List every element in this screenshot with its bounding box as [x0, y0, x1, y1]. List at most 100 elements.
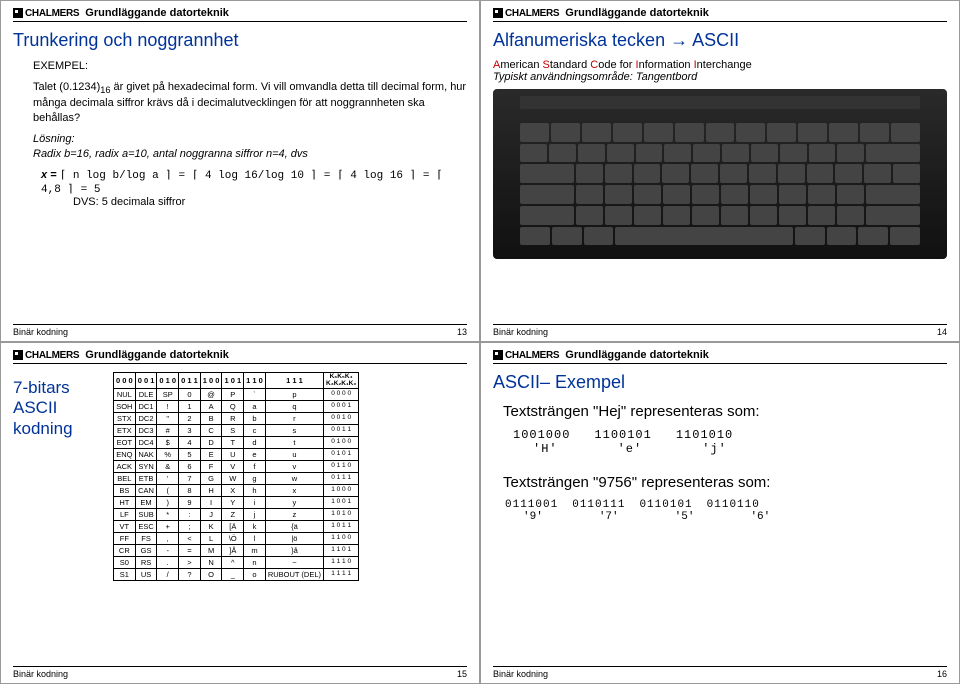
ascii-col-header: 1 1 0: [244, 373, 266, 389]
losning-label: Lösning: Radix b=16, radix a=10, antal n…: [33, 132, 467, 162]
ascii-cell: CAN: [135, 485, 157, 497]
ascii-cell: R: [222, 413, 244, 425]
slide-footer: Binär kodning 13: [13, 324, 467, 337]
ascii-cell: >: [179, 557, 201, 569]
slide-header: CHALMERS Grundläggande datorteknik: [13, 7, 467, 22]
ascii-cell: V: [222, 461, 244, 473]
ascii-cell: 1: [179, 401, 201, 413]
ascii-cell: 0 0 0 1: [324, 401, 359, 413]
ascii-cell: q: [265, 401, 323, 413]
ascii-cell: ;: [179, 521, 201, 533]
table-row: SOHDC1!1AQaq0 0 0 1: [114, 401, 359, 413]
ascii-cell: RS: [135, 557, 157, 569]
formula: x = ⌈ n log b/log a ⌉ = ⌈ 4 log 16/log 1…: [41, 168, 467, 196]
ascii-cell: X: [222, 485, 244, 497]
table-row: NULDLESP0@P`p0 0 0 0: [114, 389, 359, 401]
ascii-expansion: American Standard Code for Information I…: [493, 59, 947, 71]
ascii-cell: D: [200, 437, 222, 449]
ascii-cell: BS: [114, 485, 136, 497]
ascii-cell: S: [222, 425, 244, 437]
ascii-col-header: 0 0 1: [135, 373, 157, 389]
exempel-text: Talet (0.1234)16 är givet på hexadecimal…: [33, 80, 467, 126]
ascii-col-header: 0 1 0: [157, 373, 179, 389]
ascii-cell: h: [244, 485, 266, 497]
ascii-cell: S0: [114, 557, 136, 569]
ascii-cell: US: [135, 569, 157, 581]
ascii-cell: 0 1 1 1: [324, 473, 359, 485]
ascii-cell: ~: [265, 557, 323, 569]
ascii-cell: M: [200, 545, 222, 557]
table-row: CRGS-=M]Åm}å1 1 0 1: [114, 545, 359, 557]
page-num: 16: [937, 669, 947, 679]
ascii-cell: c: [244, 425, 266, 437]
table-row: EOTDC4$4DTdt0 1 0 0: [114, 437, 359, 449]
ascii-cell: <: [179, 533, 201, 545]
ascii-cell: P: [222, 389, 244, 401]
ascii-cell: ETB: [135, 473, 157, 485]
header-subtitle: Grundläggande datorteknik: [85, 7, 229, 19]
slide-header: CHALMERS Grundläggande datorteknik: [493, 7, 947, 22]
page-num: 14: [937, 327, 947, 337]
ascii-cell: f: [244, 461, 266, 473]
logo-icon: [493, 8, 503, 18]
ascii-cell: +: [157, 521, 179, 533]
header-subtitle: Grundläggande datorteknik: [565, 7, 709, 19]
ascii-cell: |ö: [265, 533, 323, 545]
ascii-cell: %: [157, 449, 179, 461]
slide-title: 7-bitars ASCII kodning: [13, 378, 103, 573]
table-row: HTEM)9IYiy1 0 0 1: [114, 497, 359, 509]
ascii-cell: BEL: [114, 473, 136, 485]
ascii-cell: `: [244, 389, 266, 401]
num-bits: 0111001 0110111 0110101 0110110: [505, 499, 947, 511]
ascii-cell: {ä: [265, 521, 323, 533]
ascii-cell: !: [157, 401, 179, 413]
logo: CHALMERS: [493, 8, 559, 19]
table-row: ETXDC3#3CScs0 0 1 1: [114, 425, 359, 437]
ascii-cell: T: [222, 437, 244, 449]
ascii-cell: SYN: [135, 461, 157, 473]
ascii-cell: N: [200, 557, 222, 569]
table-row: BSCAN(8HXhx1 0 0 0: [114, 485, 359, 497]
usage-line: Typiskt användningsområde: Tangentbord: [493, 71, 947, 83]
ascii-cell: I: [200, 497, 222, 509]
ascii-cell: n: [244, 557, 266, 569]
ascii-cell: DC3: [135, 425, 157, 437]
table-row: S0RS.>N^n~1 1 1 0: [114, 557, 359, 569]
ascii-cell: 1 0 1 0: [324, 509, 359, 521]
ascii-cell: C: [200, 425, 222, 437]
ascii-cell: r: [265, 413, 323, 425]
ascii-cell: o: [244, 569, 266, 581]
ascii-cell: j: [244, 509, 266, 521]
slide-footer: Binär kodning 14: [493, 324, 947, 337]
slide-body: EXEMPEL: Talet (0.1234)16 är givet på he…: [33, 59, 467, 162]
ascii-cell: y: [265, 497, 323, 509]
table-row: FFFS,<L\Öl|ö1 1 0 0: [114, 533, 359, 545]
ascii-cell: s: [265, 425, 323, 437]
ascii-cell: S1: [114, 569, 136, 581]
table-row: S1US/?O_oRUBOUT (DEL)1 1 1 1: [114, 569, 359, 581]
slide-title: ASCII– Exempel: [493, 372, 947, 393]
table-row: STXDC2"2BRbr0 0 1 0: [114, 413, 359, 425]
ascii-cell: O: [200, 569, 222, 581]
ascii-cell: l: [244, 533, 266, 545]
slide-1: CHALMERS Grundläggande datorteknik Trunk…: [0, 0, 480, 342]
ascii-cell: F: [200, 461, 222, 473]
ascii-cell: 1 0 0 0: [324, 485, 359, 497]
ascii-cell: m: [244, 545, 266, 557]
ascii-cell: EOT: [114, 437, 136, 449]
logo-icon: [493, 350, 503, 360]
ascii-cell: ^: [222, 557, 244, 569]
ascii-bits-header: K₆K₅K₄K₃K₂K₁K₀: [324, 373, 359, 389]
slide-2: CHALMERS Grundläggande datorteknik Alfan…: [480, 0, 960, 342]
ascii-cell: 0 0 0 0: [324, 389, 359, 401]
ascii-cell: &: [157, 461, 179, 473]
ascii-cell: a: [244, 401, 266, 413]
ascii-cell: ESC: [135, 521, 157, 533]
ascii-cell: SUB: [135, 509, 157, 521]
ascii-cell: 1 0 0 1: [324, 497, 359, 509]
ascii-cell: Z: [222, 509, 244, 521]
ascii-cell: H: [200, 485, 222, 497]
ascii-cell: 9: [179, 497, 201, 509]
ascii-cell: ): [157, 497, 179, 509]
ascii-cell: 0 0 1 0: [324, 413, 359, 425]
